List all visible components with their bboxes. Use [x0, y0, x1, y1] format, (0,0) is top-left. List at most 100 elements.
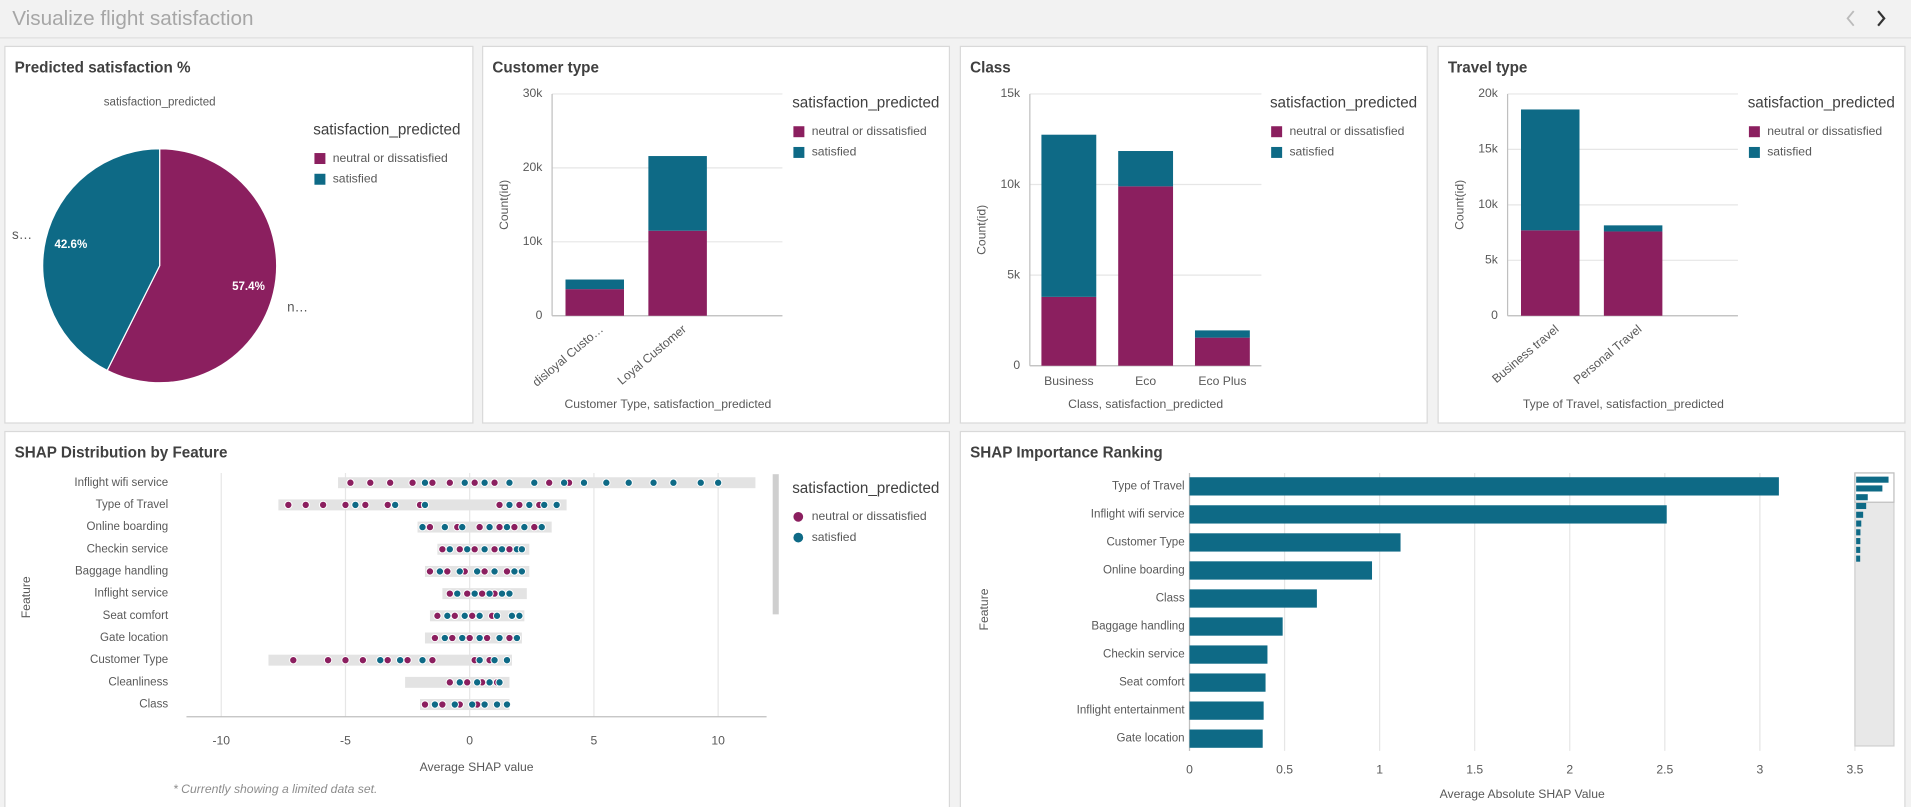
point — [473, 678, 482, 687]
point — [505, 545, 514, 554]
point — [515, 500, 524, 510]
point — [440, 522, 449, 532]
point — [495, 633, 504, 643]
y-tick-label: Online boarding — [1103, 565, 1185, 577]
legend-title: satisfaction_predicted — [792, 480, 939, 497]
legend-marker — [314, 173, 326, 185]
bar — [1189, 533, 1401, 552]
prev-button[interactable] — [1846, 10, 1855, 27]
legend-label: neutral or dissatisfied — [812, 124, 927, 138]
point — [475, 633, 484, 643]
chart-title: Customer type — [492, 59, 599, 76]
y-tick-label: 0 — [1491, 308, 1498, 322]
legend-label: neutral or dissatisfied — [1767, 124, 1882, 138]
point — [438, 700, 447, 709]
point — [510, 522, 519, 532]
legend-label: satisfied — [1289, 145, 1334, 159]
minimap-bar — [1856, 494, 1868, 501]
point — [502, 567, 512, 576]
legend-marker — [1271, 146, 1283, 158]
point — [383, 500, 392, 510]
chart-title: SHAP Distribution by Feature — [15, 444, 228, 461]
value-label: 42.6% — [54, 239, 87, 251]
point — [323, 656, 333, 665]
y-tick-label: Online boarding — [87, 521, 169, 533]
minimap-bar — [1856, 529, 1861, 536]
point — [428, 478, 437, 487]
point — [505, 589, 514, 598]
bar — [1189, 729, 1263, 748]
y-tick-label: Inflight entertainment — [1077, 705, 1186, 717]
bar-segment — [1194, 330, 1250, 338]
x-axis-label: Type of Travel, satisfaction_predicted — [1523, 397, 1724, 411]
point — [455, 545, 464, 554]
legend-title: satisfaction_predicted — [792, 95, 939, 112]
sheet-title: Visualize flight satisfaction — [12, 7, 253, 30]
point — [403, 656, 412, 665]
point — [482, 633, 492, 643]
bar — [1189, 617, 1283, 636]
point — [473, 567, 482, 576]
point — [465, 633, 474, 643]
x-tick-label: 0 — [466, 733, 473, 747]
y-axis-label: Count(id) — [497, 180, 511, 230]
point — [696, 478, 705, 487]
point — [428, 656, 437, 665]
y-tick-label: Customer Type — [1106, 537, 1184, 549]
slice-label: s… — [12, 227, 32, 242]
x-tick-label: 1.5 — [1466, 763, 1483, 777]
point — [440, 633, 449, 643]
minimap-bar — [1856, 511, 1864, 518]
legend-title: satisfaction_predicted — [313, 122, 460, 139]
point — [495, 678, 504, 687]
pie-slice — [106, 148, 278, 384]
bar-segment — [1521, 230, 1580, 316]
chart-title: SHAP Importance Ranking — [970, 444, 1163, 461]
point — [445, 545, 454, 554]
point — [505, 633, 514, 643]
point — [361, 500, 370, 510]
next-button[interactable] — [1877, 10, 1886, 27]
y-tick-label: 20k — [1478, 86, 1499, 100]
minimap-bar — [1856, 546, 1861, 553]
minimap-bar — [1856, 538, 1861, 545]
legend-title: satisfaction_predicted — [1270, 95, 1417, 112]
x-axis-label: Average Absolute SHAP Value — [1440, 787, 1605, 801]
point — [418, 522, 427, 532]
bar-segment — [1521, 109, 1580, 231]
point — [346, 478, 355, 487]
legend-label: neutral or dissatisfied — [812, 509, 927, 523]
y-tick-label: 0 — [536, 308, 543, 322]
point — [425, 567, 435, 576]
point — [552, 500, 561, 510]
legend-label: neutral or dissatisfied — [1289, 124, 1404, 138]
point — [470, 545, 479, 554]
y-tick-label: Class — [139, 699, 168, 711]
point — [395, 656, 405, 665]
point — [453, 589, 462, 598]
bar — [1189, 589, 1317, 608]
subtitle: satisfaction_predicted — [104, 97, 216, 109]
point — [495, 522, 504, 532]
point — [490, 545, 499, 554]
point — [450, 700, 459, 709]
point — [502, 700, 512, 709]
y-tick-label: Inflight service — [94, 588, 168, 600]
legend-title: satisfaction_predicted — [1748, 95, 1895, 112]
point — [490, 567, 499, 576]
legend-marker — [1748, 126, 1760, 138]
point — [669, 478, 678, 487]
point — [455, 678, 464, 687]
bar — [1189, 477, 1779, 496]
bar — [1189, 505, 1667, 524]
x-tick-label: Eco — [1135, 374, 1156, 388]
point — [492, 700, 502, 709]
bar-segment — [1041, 134, 1097, 297]
point — [492, 611, 502, 620]
point — [495, 500, 504, 510]
bar-segment — [1118, 151, 1174, 187]
x-axis-label: Customer Type, satisfaction_predicted — [564, 397, 771, 411]
x-axis-label: Class, satisfaction_predicted — [1068, 397, 1223, 411]
